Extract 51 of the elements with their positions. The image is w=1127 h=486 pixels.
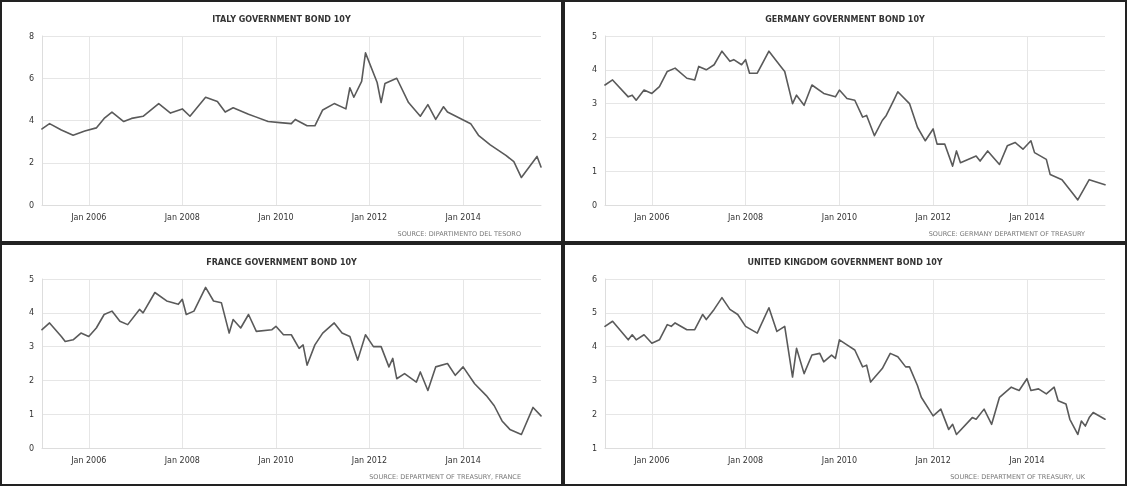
x-tick-label: Jan 2014 bbox=[1008, 212, 1045, 222]
chart-title: ITALY GOVERNMENT BOND 10Y bbox=[212, 14, 351, 24]
y-tick-label: 0 bbox=[28, 200, 34, 210]
x-tick-label: Jan 2014 bbox=[444, 455, 481, 465]
x-tick-label: Jan 2012 bbox=[350, 455, 388, 465]
x-tick-label: Jan 2006 bbox=[633, 455, 670, 465]
y-tick-label: 1 bbox=[591, 443, 597, 453]
y-tick-label: 4 bbox=[28, 116, 34, 125]
chart-title: UNITED KINGDOM GOVERNMENT BOND 10Y bbox=[747, 257, 943, 267]
line-series bbox=[604, 296, 1106, 436]
y-tick-label: 5 bbox=[591, 308, 597, 318]
x-tick-label: Jan 2006 bbox=[633, 212, 670, 222]
line-series bbox=[41, 286, 542, 436]
x-tick-label: Jan 2010 bbox=[820, 212, 858, 222]
x-tick-label: Jan 2010 bbox=[820, 455, 858, 465]
y-tick-label: 0 bbox=[28, 443, 34, 453]
x-tick-label: Jan 2008 bbox=[726, 455, 764, 465]
x-tick-label: Jan 2008 bbox=[163, 212, 200, 222]
line-series bbox=[41, 52, 542, 179]
y-tick-label: 1 bbox=[591, 166, 597, 176]
x-tick-label: Jan 2008 bbox=[726, 212, 764, 222]
y-tick-label: 8 bbox=[28, 31, 34, 41]
y-tick-label: 3 bbox=[591, 375, 597, 385]
y-tick-label: 2 bbox=[591, 409, 597, 419]
y-tick-label: 6 bbox=[591, 274, 597, 284]
x-tick-label: Jan 2014 bbox=[1008, 455, 1045, 465]
x-tick-label: Jan 2012 bbox=[350, 212, 388, 222]
x-tick-label: Jan 2012 bbox=[914, 212, 951, 222]
chart-title: GERMANY GOVERNMENT BOND 10Y bbox=[765, 14, 925, 24]
y-tick-label: 2 bbox=[591, 132, 597, 142]
y-tick-label: 2 bbox=[28, 158, 34, 168]
x-tick-label: Jan 2008 bbox=[163, 455, 200, 465]
line-series bbox=[604, 50, 1106, 201]
x-tick-label: Jan 2006 bbox=[70, 455, 107, 465]
y-tick-label: 4 bbox=[591, 342, 597, 352]
y-tick-label: 3 bbox=[28, 342, 34, 352]
y-tick-label: 4 bbox=[591, 65, 597, 75]
x-tick-label: Jan 2014 bbox=[444, 212, 481, 222]
x-tick-label: Jan 2010 bbox=[257, 212, 294, 222]
y-tick-label: 1 bbox=[28, 409, 34, 419]
y-tick-label: 0 bbox=[591, 200, 597, 210]
y-tick-label: 4 bbox=[28, 308, 34, 318]
x-tick-label: Jan 2006 bbox=[70, 212, 107, 222]
y-tick-label: 5 bbox=[28, 274, 34, 284]
chart-title: FRANCE GOVERNMENT BOND 10Y bbox=[206, 257, 358, 267]
y-tick-label: 5 bbox=[591, 31, 597, 41]
x-tick-label: Jan 2010 bbox=[257, 455, 294, 465]
y-tick-label: 6 bbox=[28, 73, 34, 83]
y-tick-label: 3 bbox=[591, 99, 597, 109]
x-tick-label: Jan 2012 bbox=[914, 455, 951, 465]
y-tick-label: 2 bbox=[28, 375, 34, 385]
